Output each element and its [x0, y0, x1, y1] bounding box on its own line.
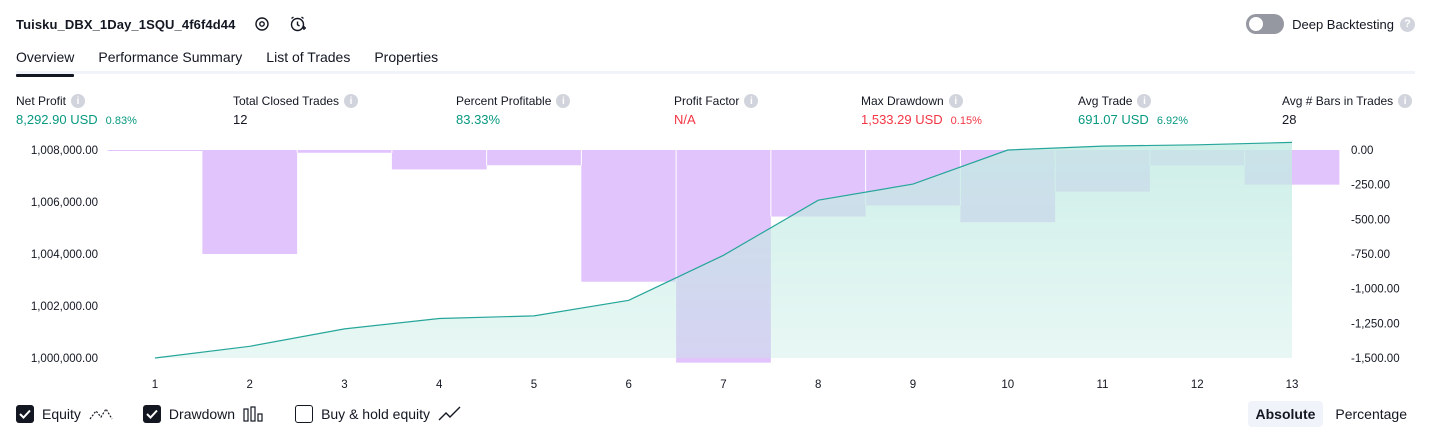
right-axis-tick: -750.00	[1351, 249, 1390, 261]
info-icon[interactable]: i	[1137, 94, 1152, 108]
right-axis-tick: -1,500.00	[1351, 353, 1400, 365]
stat-value: 28	[1282, 112, 1297, 127]
tab-properties[interactable]: Properties	[374, 49, 439, 65]
info-icon[interactable]: i	[71, 94, 86, 108]
right-axis-tick: -500.00	[1351, 214, 1390, 226]
x-axis-tick: 2	[247, 379, 253, 391]
left-axis-tick: 1,006,000.00	[31, 197, 98, 209]
equity-line-icon	[89, 407, 113, 420]
percentage-button[interactable]: Percentage	[1335, 406, 1407, 422]
x-axis-tick: 10	[1001, 379, 1014, 391]
equity-drawdown-chart[interactable]: 1,000,000.00 1,002,000.00 1,004,000.00 1,00…	[0, 140, 1431, 398]
legend-drawdown[interactable]: Drawdown	[142, 405, 265, 423]
drawdown-bar	[581, 150, 677, 282]
legend-buy-hold[interactable]: Buy & hold equity	[295, 405, 462, 423]
right-axis-tick: -250.00	[1351, 180, 1390, 192]
stat-max-drawdown: Max Drawdown i 1,533.29 USD 0.15%	[861, 93, 982, 127]
stat-value: N/A	[674, 112, 696, 127]
drawdown-bar	[486, 150, 582, 166]
drawdown-bar	[202, 150, 298, 254]
drawdown-bar	[297, 150, 392, 153]
stat-percent: 0.15%	[950, 115, 982, 127]
tab-list-of-trades[interactable]: List of Trades	[266, 49, 351, 65]
stat-net-profit: Net Profit i 8,292.90 USD 0.83%	[16, 93, 137, 127]
x-axis-tick: 3	[341, 379, 347, 391]
legend-equity[interactable]: Equity	[16, 405, 113, 423]
buy-hold-checkbox[interactable]	[295, 405, 314, 423]
equity-area	[155, 142, 1292, 358]
equity-checkbox[interactable]	[16, 405, 34, 423]
stat-avg-trade: Avg Trade i 691.07 USD 6.92%	[1078, 93, 1188, 127]
drawdown-bar	[107, 150, 203, 151]
x-axis-tick: 11	[1097, 379, 1109, 391]
left-axis-tick: 1,008,000.00	[31, 145, 98, 157]
buy-hold-line-icon	[438, 406, 461, 421]
chart-legend: Equity Drawdown Buy & hold equity	[16, 403, 492, 425]
x-axis-tick: 9	[910, 379, 916, 391]
x-axis-tick: 13	[1286, 379, 1299, 391]
drawdown-label: Drawdown	[168, 406, 236, 422]
absolute-button[interactable]: Absolute	[1247, 401, 1324, 427]
help-icon[interactable]: ?	[1400, 16, 1415, 32]
toggle-knob	[1249, 17, 1264, 31]
right-axis-tick: 0.00	[1351, 145, 1373, 157]
info-icon[interactable]: i	[948, 94, 963, 108]
x-axis-tick: 4	[436, 379, 443, 391]
stats-row: Net Profit i 8,292.90 USD 0.83% Total Clos…	[16, 93, 1415, 133]
stat-label: Avg # Bars in Trades	[1282, 94, 1394, 108]
display-mode-switch: Absolute Percentage	[1244, 401, 1416, 427]
equity-label: Equity	[42, 406, 81, 422]
x-axis-tick: 5	[531, 379, 537, 391]
x-axis-tick: 7	[720, 379, 726, 391]
right-axis-tick: -1,250.00	[1351, 318, 1400, 330]
strategy-title: Tuisku_DBX_1Day_1SQU_4f6f4d44	[16, 16, 236, 32]
info-icon[interactable]: i	[1398, 94, 1413, 108]
stat-value: 8,292.90 USD	[16, 112, 98, 127]
left-axis-tick: 1,002,000.00	[31, 301, 98, 313]
x-axis-tick: 6	[626, 379, 632, 391]
info-icon[interactable]: i	[744, 94, 759, 108]
stat-label: Total Closed Trades	[233, 94, 340, 108]
stat-percent-profitable: Percent Profitable i 83.33%	[456, 93, 571, 127]
stat-value: 691.07 USD	[1078, 112, 1149, 127]
stat-profit-factor: Profit Factor i N/A	[674, 93, 759, 127]
stat-value: 83.33%	[456, 112, 501, 127]
stat-avg-bars: Avg # Bars in Trades i 28	[1282, 93, 1413, 127]
deep-backtesting-toggle[interactable]	[1246, 14, 1285, 34]
info-icon[interactable]: i	[556, 94, 571, 108]
left-axis-tick: 1,004,000.00	[31, 249, 98, 261]
tab-bar: Overview Performance Summary List of Tra…	[16, 44, 1415, 77]
stat-label: Percent Profitable	[456, 94, 552, 108]
deep-backtesting: Deep Backtesting ?	[1246, 12, 1415, 36]
right-axis-tick: -1,000.00	[1351, 284, 1400, 296]
strategy-header: Tuisku_DBX_1Day_1SQU_4f6f4d44	[16, 12, 307, 36]
tab-performance-summary[interactable]: Performance Summary	[98, 49, 243, 65]
stat-label: Avg Trade	[1078, 94, 1133, 108]
drawdown-bar	[391, 150, 487, 170]
buy-hold-label: Buy & hold equity	[321, 406, 431, 422]
drawdown-bars-icon	[243, 406, 263, 422]
stat-label: Max Drawdown	[861, 94, 944, 108]
drawdown-checkbox[interactable]	[142, 405, 161, 423]
add-alert-icon[interactable]	[289, 15, 307, 33]
stat-label: Net Profit	[16, 94, 67, 108]
info-icon[interactable]: i	[344, 94, 359, 108]
tab-overview[interactable]: Overview	[16, 44, 75, 77]
stat-total-closed-trades: Total Closed Trades i 12	[233, 93, 359, 127]
settings-icon[interactable]	[253, 15, 271, 33]
stat-percent: 6.92%	[1156, 115, 1189, 127]
stat-value: 12	[233, 112, 248, 127]
stat-label: Profit Factor	[674, 94, 740, 108]
x-axis-tick: 1	[152, 379, 158, 391]
x-axis-tick: 12	[1191, 379, 1204, 391]
stat-value: 1,533.29 USD	[861, 112, 943, 127]
x-axis-tick: 8	[815, 379, 821, 391]
left-axis-tick: 1,000,000.00	[31, 353, 98, 365]
stat-percent: 0.83%	[105, 115, 137, 127]
deep-backtesting-label: Deep Backtesting	[1292, 16, 1394, 32]
equity-line	[154, 141, 1293, 359]
